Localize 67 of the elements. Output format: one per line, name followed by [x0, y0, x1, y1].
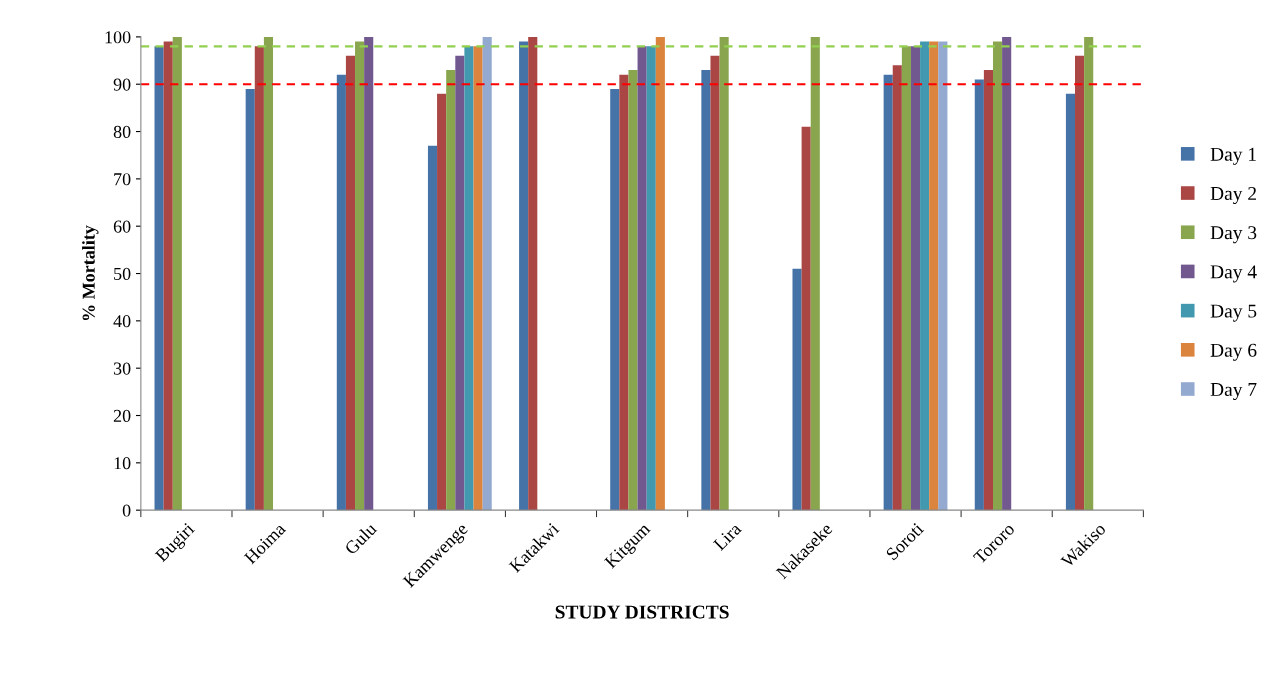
legend-label: Day 1 — [1210, 147, 1256, 165]
bar — [628, 70, 638, 511]
bar — [154, 46, 164, 511]
y-tick-label: 90 — [113, 78, 131, 91]
bar — [1084, 36, 1094, 511]
bar — [263, 36, 274, 511]
bar — [473, 46, 483, 511]
bar — [983, 70, 993, 511]
bar — [364, 36, 374, 511]
bar — [619, 74, 629, 511]
y-tick-label: 100 — [105, 31, 131, 44]
legend-label: Day 5 — [1210, 304, 1257, 322]
bar — [163, 41, 173, 511]
bar — [245, 88, 255, 511]
y-tick-label: 50 — [114, 267, 131, 280]
bar — [710, 55, 720, 511]
legend-label: Day 7 — [1210, 383, 1257, 401]
bar — [992, 41, 1003, 511]
bar — [637, 46, 647, 511]
bar — [1002, 36, 1012, 511]
x-tick-label: Lira — [712, 521, 743, 552]
legend-label: Day 4 — [1210, 265, 1257, 283]
bar — [355, 41, 365, 511]
legend-label: Day 2 — [1210, 186, 1256, 205]
bar — [437, 93, 447, 511]
bar — [938, 41, 948, 511]
bar — [610, 88, 620, 511]
bar — [655, 36, 665, 511]
legend-label: Day 6 — [1210, 343, 1257, 361]
bar — [464, 46, 474, 511]
bar — [172, 36, 182, 511]
bar — [792, 268, 802, 511]
bar — [1065, 93, 1076, 511]
bar — [427, 145, 438, 511]
bar — [336, 74, 346, 511]
bar — [1075, 55, 1085, 511]
bar — [719, 36, 729, 511]
legend-label: Day 3 — [1210, 226, 1257, 244]
bar — [801, 126, 811, 511]
bar — [974, 79, 984, 511]
bar — [920, 41, 930, 511]
y-tick-label: 0 — [122, 504, 131, 517]
bar — [910, 46, 921, 511]
y-tick-label: 70 — [114, 173, 131, 186]
bar — [254, 46, 264, 511]
y-tick-label: 40 — [113, 315, 131, 328]
y-tick-label: 30 — [113, 362, 131, 375]
bar — [482, 36, 492, 511]
bar — [892, 65, 902, 511]
bar — [646, 46, 656, 511]
bar — [901, 46, 911, 511]
x-tick-label: Gulu — [343, 521, 378, 556]
bar — [519, 41, 529, 511]
y-tick-label: 80 — [113, 125, 131, 138]
bar — [810, 36, 820, 511]
bar — [701, 70, 711, 511]
y-axis-title: % Mortality — [82, 225, 99, 321]
bar — [883, 74, 893, 511]
bar — [528, 36, 538, 511]
y-tick-label: 60 — [113, 220, 131, 233]
x-axis-title: STUDY DISTRICTS — [555, 605, 729, 619]
bar — [455, 55, 465, 511]
y-tick-label: 20 — [113, 409, 131, 422]
y-tick-label: 10 — [114, 457, 131, 470]
bar — [345, 55, 356, 511]
bar — [929, 41, 939, 511]
bar — [446, 70, 456, 511]
